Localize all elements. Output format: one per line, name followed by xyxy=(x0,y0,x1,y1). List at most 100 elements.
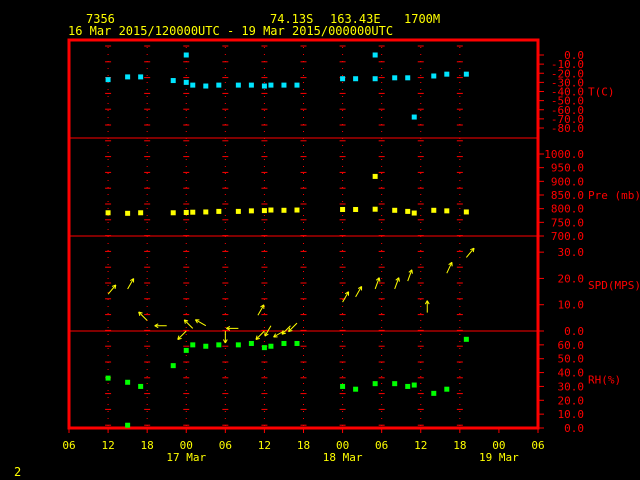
y-tick-label: 800.0 xyxy=(551,203,584,216)
humidity-point xyxy=(268,343,274,349)
temperature-point xyxy=(405,75,411,81)
x-tick-label: 00 xyxy=(336,439,349,452)
wind-vector-head xyxy=(395,277,400,281)
panel-label: Pre (mb) xyxy=(588,189,640,202)
y-tick-label: 700.0 xyxy=(551,230,584,243)
wind-vector-shaft xyxy=(257,304,265,316)
wind-vector-shaft xyxy=(394,277,400,290)
x-tick-label: 06 xyxy=(219,439,232,452)
humidity-point xyxy=(170,363,176,369)
humidity-point xyxy=(372,381,378,387)
pressure-point xyxy=(463,209,469,215)
temperature-point xyxy=(170,78,176,84)
humidity-point xyxy=(411,382,417,388)
temperature-point xyxy=(411,114,417,120)
wind-vector-head xyxy=(288,327,291,332)
latitude: 74.13S xyxy=(270,12,314,26)
humidity-point xyxy=(183,347,189,353)
temperature-point xyxy=(444,71,450,77)
panel-label: SPD(MPS) xyxy=(588,279,640,292)
humidity-point xyxy=(261,345,267,351)
y-tick-label: 10.0 xyxy=(558,408,585,421)
temperature-point xyxy=(372,52,378,58)
wind-vector-shaft xyxy=(195,319,207,327)
wind-vector-head xyxy=(281,330,284,335)
wind-vector-head xyxy=(129,278,134,282)
pressure-point xyxy=(190,209,196,215)
humidity-point xyxy=(353,386,359,392)
x-tick-label: 06 xyxy=(531,439,544,452)
pressure-point xyxy=(138,210,144,216)
wind-vector-shaft xyxy=(374,277,380,290)
temperature-point xyxy=(294,82,300,88)
pressure-point xyxy=(125,210,131,216)
humidity-point xyxy=(294,340,300,346)
y-tick-label: 30.0 xyxy=(558,246,585,259)
wind-vector-shaft xyxy=(407,269,413,282)
y-tick-label: 1000.0 xyxy=(544,148,584,161)
y-tick-label: 750.0 xyxy=(551,216,584,229)
wind-vector-head xyxy=(177,337,182,340)
wind-vector-head xyxy=(184,319,189,322)
pressure-point xyxy=(281,207,287,213)
humidity-point xyxy=(431,390,437,396)
humidity-point xyxy=(405,383,411,389)
humidity-point xyxy=(125,379,131,385)
x-date-label: 18 Mar xyxy=(323,451,363,464)
y-tick-label: 30.0 xyxy=(558,380,585,393)
wind-vector-head xyxy=(194,319,198,324)
wind-vector-head xyxy=(448,261,453,266)
wind-vector-head xyxy=(472,248,475,253)
pressure-point xyxy=(411,210,417,216)
temperature-point xyxy=(125,74,131,80)
wind-vector-shaft xyxy=(342,291,350,303)
wind-vector-shaft xyxy=(177,330,187,340)
y-tick-label: -80.0 xyxy=(551,122,584,135)
humidity-point xyxy=(203,343,209,349)
pressure-point xyxy=(268,207,274,213)
temperature-point xyxy=(105,77,111,83)
wind-vector-head xyxy=(260,304,265,308)
pressure-point xyxy=(203,209,209,215)
wind-vector-shaft xyxy=(138,311,148,321)
wind-vector-head xyxy=(177,335,180,340)
y-tick-label: -20.0 xyxy=(551,67,584,80)
pressure-point xyxy=(431,207,437,213)
pressure-point xyxy=(340,206,346,212)
x-tick-label: 12 xyxy=(258,439,271,452)
y-tick-label: 50.0 xyxy=(558,353,585,366)
humidity-point xyxy=(248,340,254,346)
humidity-point xyxy=(235,342,241,348)
y-tick-label: -10.0 xyxy=(551,58,584,71)
y-tick-label: -60.0 xyxy=(551,104,584,117)
pressure-point xyxy=(261,208,267,214)
wind-vector-head xyxy=(138,311,141,316)
x-date-label: 17 Mar xyxy=(166,451,206,464)
wind-vector-head xyxy=(408,269,413,273)
wind-vector-head xyxy=(426,300,430,305)
wind-vector-head xyxy=(273,333,277,338)
temperature-point xyxy=(372,76,378,82)
temperature-point xyxy=(463,71,469,77)
y-tick-label: 950.0 xyxy=(551,162,584,175)
pressure-point xyxy=(248,208,254,214)
page-number: 2 xyxy=(14,465,22,479)
time-range: 16 Mar 2015/120000UTC - 19 Mar 2015/0000… xyxy=(68,24,394,38)
pressure-point xyxy=(105,210,111,216)
wind-vector-head xyxy=(138,311,143,314)
wind-vector-head xyxy=(411,269,413,274)
pressure-point xyxy=(183,209,189,215)
wind-vector-head xyxy=(154,323,159,327)
pressure-point xyxy=(170,210,176,216)
wind-vector-head xyxy=(398,277,400,282)
wind-vector-shaft xyxy=(255,330,265,340)
y-tick-label: 850.0 xyxy=(551,189,584,202)
wind-vector-shaft xyxy=(281,325,291,335)
longitude: 163.43E xyxy=(330,12,381,26)
pressure-point xyxy=(235,208,241,214)
temperature-point xyxy=(340,76,346,82)
temperature-point xyxy=(203,83,209,89)
temperature-point xyxy=(353,76,359,82)
humidity-point xyxy=(281,340,287,346)
